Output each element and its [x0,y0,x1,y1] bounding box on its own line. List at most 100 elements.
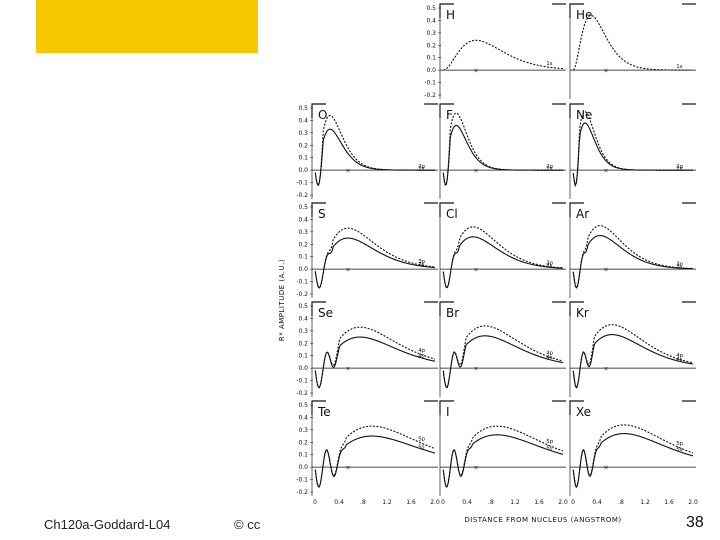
y-tick-label: 0.3 [298,328,308,335]
element-label: Se [318,306,333,320]
orbital-label-3p: 3p [418,259,425,265]
x-tick-label: 2.0 [430,499,440,506]
series-line-2p [572,111,693,187]
element-label: H [446,8,455,22]
y-tick-label: 0.5 [298,204,308,211]
orbital-label-4s: 4s [546,355,552,361]
y-tick-label: 0.4 [298,216,308,223]
orbital-label-2p: 2p [418,164,425,170]
y-tick-label: 0.3 [298,427,308,434]
y-tick-label: 0.4 [298,117,308,124]
series-line-2s [442,124,563,186]
series-line-2p [442,112,563,186]
x-tick-label: 0 [441,499,445,506]
zero-cross-mark: × [345,366,350,373]
element-label: Cl [446,207,458,221]
orbital-label-2s: 2s [676,166,682,172]
orbital-label-5p: 5p [418,436,425,442]
x-tick-label: 0.4 [592,499,602,506]
zero-cross-mark: × [603,267,608,274]
x-tick-label: 1.2 [382,499,392,506]
series-line-3p [572,225,694,289]
y-tick-label: 0.5 [298,303,308,310]
y-tick-label: -0.2 [296,489,308,496]
zero-cross-mark: × [473,465,478,472]
orbital-label-1s: 1s [676,64,682,70]
y-tick-label: 0.0 [298,266,308,273]
y-tick-label: 0.2 [298,241,308,248]
zero-cross-mark: × [603,465,608,472]
series-line-5p [442,425,564,488]
orbital-label-1s: 1s [546,61,552,67]
panels-layer: ×1sH×1sHe×2p2sO×2p2sF×2p2sNe×3p3sS×3p3sC… [296,3,698,506]
y-axis-ticks: 0.5 0.4 0.3 0.2 0.1 0.0 -0.1 -0.2 0.5 0.4 0.3 0.2 0.… [296,5,441,496]
element-label: Kr [576,306,589,320]
title-accent-block [36,0,258,53]
element-label: He [576,8,592,22]
orbital-label-3s: 3s [676,264,682,270]
orbital-label-4s: 4s [418,353,424,359]
x-tick-label: 1.2 [510,499,520,506]
x-axis-title: DISTANCE FROM NUCLEUS (ANGSTROM) [464,516,621,524]
panel-te: × 5p 5s Te [311,400,438,496]
element-label: Ne [576,108,592,122]
zero-cross-mark: × [473,168,478,175]
y-tick-label: 0.3 [298,229,308,236]
x-tick-label: 1.2 [640,499,650,506]
y-tick-label: 0.2 [426,42,436,49]
zero-cross-mark: × [473,68,478,75]
orbital-label-2p: 2p [676,164,683,170]
element-label: Br [446,306,459,320]
y-tick-label: -0.1 [296,378,308,385]
y-tick-label: 0.4 [298,414,308,421]
series-line-2s [572,122,693,187]
y-tick-label: 0.1 [298,155,308,162]
series-line-5s [442,434,564,488]
x-tick-label: .8 [618,499,624,506]
series-line-4p [572,324,694,389]
series-line-1s [443,39,564,71]
orbital-label-5p: 5p [546,439,553,445]
y-tick-label: 0.2 [298,340,308,347]
y-tick-label: 0.3 [298,130,308,137]
element-label: I [446,405,450,419]
x-tick-label: .8 [488,499,494,506]
x-tick-label: 0 [571,499,575,506]
y-tick-label: -0.2 [296,192,308,199]
y-tick-label: 0.0 [426,67,436,74]
x-tick-label: 1.6 [406,499,416,506]
x-tick-label: 0.4 [462,499,472,506]
series-line-3s [314,237,436,289]
y-tick-label: 0.1 [298,353,308,360]
series-line-2p [314,114,435,187]
series-line-3s [572,235,694,289]
element-label: Xe [576,405,591,419]
zero-cross-mark: × [473,267,478,274]
series-line-4p [442,325,564,389]
series-line-4s [572,334,694,389]
y-tick-label: -0.2 [296,390,308,397]
x-axis-ticks: 0 0.4.8 1.2 1.6 2.0 0 0.4.8 1.2 1.6 2.0 0 0.4.8 1.2 1… [313,499,698,506]
element-label: O [318,108,327,122]
orbital-label-5s: 5s [676,447,682,453]
y-tick-label: 0.1 [426,55,436,62]
series-line-3p [442,226,564,289]
y-tick-label: 0.5 [298,402,308,409]
y-tick-label: -0.2 [424,92,436,99]
orbital-label-4s: 4s [676,357,682,363]
y-tick-label: 0.1 [298,254,308,261]
series-line-1s [572,14,693,71]
zero-cross-mark: × [345,267,350,274]
orbital-label-2p: 2p [546,164,553,170]
element-label: F [446,108,453,122]
x-tick-label: 1.6 [534,499,544,506]
series-line-5s [572,433,694,489]
